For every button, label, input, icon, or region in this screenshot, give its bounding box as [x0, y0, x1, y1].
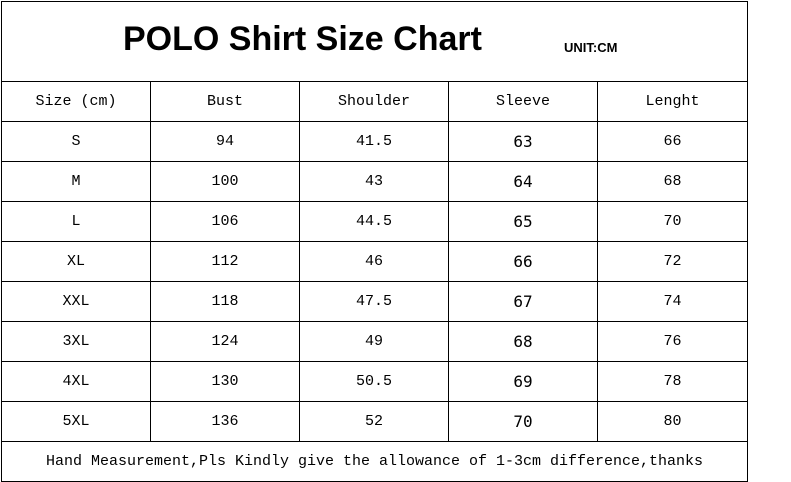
table-cell: XL — [1, 241, 151, 282]
table-cell: 66 — [597, 121, 748, 162]
table-cell: L — [1, 201, 151, 242]
column-header: Size (cm) — [1, 81, 151, 122]
column-header: Bust — [150, 81, 300, 122]
table-cell: 4XL — [1, 361, 151, 402]
table-cell: 70 — [448, 401, 598, 442]
table-cell: 43 — [299, 161, 449, 202]
table-cell: 124 — [150, 321, 300, 362]
table-cell: 72 — [597, 241, 748, 282]
table-cell: 112 — [150, 241, 300, 282]
table-cell: M — [1, 161, 151, 202]
table-cell: 41.5 — [299, 121, 449, 162]
table-cell: 136 — [150, 401, 300, 442]
table-cell: 63 — [448, 121, 598, 162]
table-cell: 67 — [448, 281, 598, 322]
table-cell: 64 — [448, 161, 598, 202]
table-cell: 47.5 — [299, 281, 449, 322]
table-cell: 5XL — [1, 401, 151, 442]
table-cell: 78 — [597, 361, 748, 402]
table-cell: 50.5 — [299, 361, 449, 402]
table-cell: 68 — [448, 321, 598, 362]
column-header: Lenght — [597, 81, 748, 122]
table-cell: 74 — [597, 281, 748, 322]
footer-note: Hand Measurement,Pls Kindly give the all… — [1, 441, 748, 482]
table-cell: 49 — [299, 321, 449, 362]
table-cell: 70 — [597, 201, 748, 242]
table-cell: 3XL — [1, 321, 151, 362]
column-header: Shoulder — [299, 81, 449, 122]
table-cell: S — [1, 121, 151, 162]
title: POLO Shirt Size Chart — [123, 20, 482, 58]
table-cell: 94 — [150, 121, 300, 162]
table-cell: 65 — [448, 201, 598, 242]
table-cell: 80 — [597, 401, 748, 442]
table-cell: 106 — [150, 201, 300, 242]
table-cell: 46 — [299, 241, 449, 282]
table-cell: 69 — [448, 361, 598, 402]
table-cell: 100 — [150, 161, 300, 202]
table-cell: 66 — [448, 241, 598, 282]
table-cell: 44.5 — [299, 201, 449, 242]
unit: UNIT:CM — [564, 40, 618, 55]
table-cell: 118 — [150, 281, 300, 322]
table-cell: 76 — [597, 321, 748, 362]
table-cell: 52 — [299, 401, 449, 442]
column-header: Sleeve — [448, 81, 598, 122]
table-cell: 68 — [597, 161, 748, 202]
table-cell: XXL — [1, 281, 151, 322]
table-cell: 130 — [150, 361, 300, 402]
